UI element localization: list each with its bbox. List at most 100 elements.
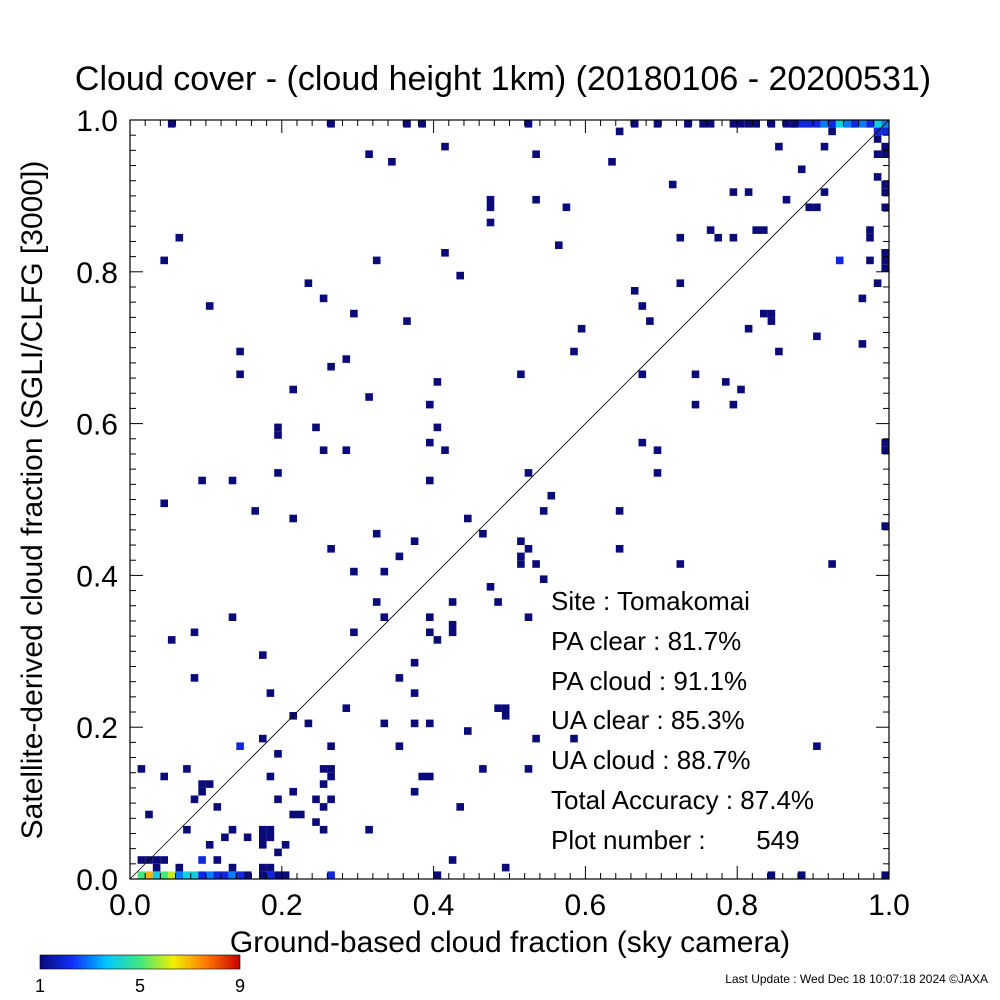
heatmap-cell [251,507,259,515]
heatmap-cell [205,780,214,788]
heatmap-cell [486,203,495,212]
heatmap-cell [410,719,419,728]
heatmap-cell [517,370,525,379]
heatmap-cell [160,856,168,864]
heatmap-cell [760,226,768,234]
heatmap-cell [866,233,874,242]
heatmap-cell [183,825,191,834]
heatmap-cell [312,423,320,432]
heatmap-cell [866,226,874,234]
heatmap-cell [198,856,206,864]
heatmap-cell [259,651,267,659]
heatmap-cell [835,120,844,128]
heatmap-cell [213,871,222,879]
heatmap-cell [524,469,533,477]
heatmap-cell [410,787,419,796]
heatmap-cell [395,552,404,561]
heatmap-cell [873,135,882,143]
heatmap-cell [380,567,389,576]
heatmap-cell [160,772,168,781]
heatmap-cell [228,871,237,879]
heatmap-cell [205,841,214,849]
heatmap-cell [653,446,662,454]
heatmap-cell [304,279,313,287]
heatmap-cell [873,279,882,287]
heatmap-cell [259,833,267,842]
heatmap-cell [342,446,351,454]
heatmap-cell [228,613,237,621]
heatmap-cell [304,719,313,728]
heatmap-cell [752,120,760,128]
heatmap-cell [426,400,434,409]
heatmap-cell [653,469,662,477]
heatmap-cell [555,241,563,249]
heatmap-cell [805,120,814,128]
stats-site: Site : Tomakomai [551,586,750,616]
heatmap-cell [767,317,776,325]
heatmap-cell [327,795,335,804]
heatmap-cell [426,613,434,621]
heatmap-cell [570,347,578,356]
heatmap-cell [729,120,738,128]
heatmap-cell [145,810,153,819]
heatmap-cell [190,795,199,804]
heatmap-cell [426,772,434,781]
heatmap-cell [820,142,829,151]
heatmap-cell [259,734,267,743]
heatmap-cell [137,871,146,879]
heatmap-cell [418,120,426,128]
heatmap-cell [190,628,199,637]
heatmap-cell [820,120,829,128]
heatmap-cell [433,871,442,879]
heatmap-cell [266,772,275,781]
heatmap-cells [137,120,889,879]
heatmap-cell [365,150,373,158]
heatmap-cell [281,871,290,879]
axis-ticks [129,119,890,880]
heatmap-cell [426,628,434,637]
heatmap-cell [767,120,776,128]
heatmap-cell [828,120,836,128]
heatmap-cell [790,120,798,128]
heatmap-cell [167,871,176,879]
heatmap-cell [486,583,495,591]
heatmap-cell [418,772,426,781]
heatmap-cell [494,598,502,606]
heatmap-cell [342,704,351,712]
heatmap-cell [266,825,275,834]
heatmap-cell [259,871,267,879]
x-tick-label: 1.0 [868,889,910,922]
heatmap-cell [638,302,647,310]
heatmap-cell [448,628,457,637]
stats-total-accuracy: Total Accuracy : 87.4% [551,785,814,815]
reference-diagonal [129,119,890,880]
heatmap-cell [638,370,647,379]
heatmap-cell [319,765,328,773]
colorbar [39,954,241,970]
heatmap-cell [653,120,662,128]
heatmap-cell [691,370,700,379]
heatmap-cell [426,719,434,728]
heatmap-cell [456,271,464,280]
heatmap-cell [858,294,867,303]
heatmap-cell [183,871,191,879]
heatmap-cell [646,317,654,325]
heatmap-cell [608,158,616,166]
heatmap-cell [813,742,821,750]
heatmap-cell [577,324,586,333]
heatmap-cell [198,787,206,796]
y-tick-label: 0.8 [76,257,118,290]
heatmap-cell [767,309,776,318]
heatmap-cell [289,787,297,796]
heatmap-cell [615,127,624,136]
heatmap-cell [501,712,510,720]
heatmap-cell [228,863,237,872]
heatmap-cell [813,332,821,341]
heatmap-cell [274,871,282,879]
heatmap-cell [372,598,381,606]
heatmap-cell [152,856,161,864]
heatmap-cell [327,871,335,879]
heatmap-cell [327,772,335,781]
heatmap-cell [767,871,776,879]
stats-pa-clear: PA clear : 81.7% [551,626,741,656]
